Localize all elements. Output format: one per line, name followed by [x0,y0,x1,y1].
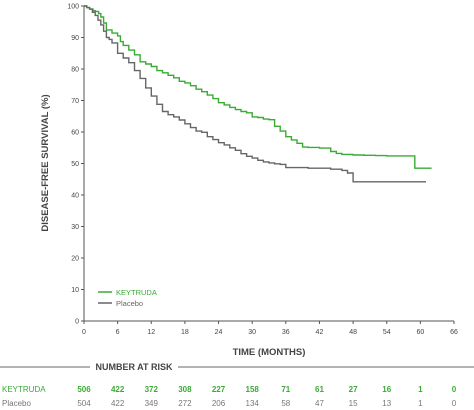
legend: KEYTRUDA Placebo [98,288,157,308]
y-axis-label: DISEASE-FREE SURVIVAL (%) [40,94,51,231]
risk-row-label-placebo: Placebo [2,399,31,408]
y-tick-label: 100 [67,4,79,11]
risk-value-keytruda: 308 [178,385,192,394]
risk-value-keytruda: 422 [111,385,125,394]
risk-value-placebo: 0 [452,399,457,408]
risk-value-placebo: 349 [145,399,159,408]
risk-row-label-keytruda: KEYTRUDA [2,385,46,394]
x-tick-label: 0 [82,329,86,336]
x-axis-label: TIME (MONTHS) [233,347,306,358]
y-tick-label: 50 [71,161,79,168]
risk-value-keytruda: 27 [349,385,358,394]
series-line-placebo [84,5,426,183]
plot-area: DISEASE-FREE SURVIVAL (%) TIME (MONTHS) … [40,4,458,359]
series-line-keytruda [84,5,432,169]
x-tick-label: 54 [383,329,391,336]
x-tick-label: 18 [181,329,189,336]
risk-value-placebo: 134 [246,399,260,408]
y-tick-label: 60 [71,130,79,137]
x-tick-label: 60 [416,329,424,336]
x-tick-label: 48 [349,329,357,336]
risk-table-title: NUMBER AT RISK [96,362,173,372]
y-tick-label: 80 [71,67,79,74]
risk-value-keytruda: 506 [77,385,91,394]
x-tick-label: 24 [215,329,223,336]
risk-value-keytruda: 61 [315,385,324,394]
legend-label-keytruda: KEYTRUDA [116,288,157,297]
x-tick-label: 12 [147,329,155,336]
risk-value-keytruda: 1 [418,385,423,394]
risk-value-placebo: 272 [178,399,192,408]
risk-value-keytruda: 227 [212,385,226,394]
y-tick-label: 10 [71,287,79,294]
risk-value-keytruda: 0 [452,385,457,394]
risk-value-placebo: 422 [111,399,125,408]
risk-value-placebo: 206 [212,399,226,408]
risk-value-keytruda: 71 [281,385,290,394]
y-tick-label: 90 [71,35,79,42]
risk-value-placebo: 47 [315,399,324,408]
x-tick-label: 6 [116,329,120,336]
x-tick-label: 36 [282,329,290,336]
risk-value-placebo: 13 [382,399,391,408]
x-tick-label: 66 [450,329,458,336]
y-tick-label: 0 [75,319,79,326]
risk-value-keytruda: 372 [145,385,159,394]
x-tick-label: 30 [248,329,256,336]
legend-label-placebo: Placebo [116,299,143,308]
risk-value-keytruda: 158 [246,385,260,394]
y-tick-label: 70 [71,98,79,105]
risk-value-placebo: 1 [418,399,423,408]
risk-value-placebo: 504 [77,399,91,408]
risk-value-keytruda: 16 [382,385,391,394]
risk-value-placebo: 58 [281,399,290,408]
risk-table: NUMBER AT RISK KEYTRUDA Placebo 506 422 37… [0,362,474,408]
y-tick-label: 40 [71,193,79,200]
y-tick-label: 20 [71,256,79,263]
risk-value-placebo: 15 [349,399,358,408]
x-tick-label: 42 [316,329,324,336]
y-tick-label: 30 [71,224,79,231]
